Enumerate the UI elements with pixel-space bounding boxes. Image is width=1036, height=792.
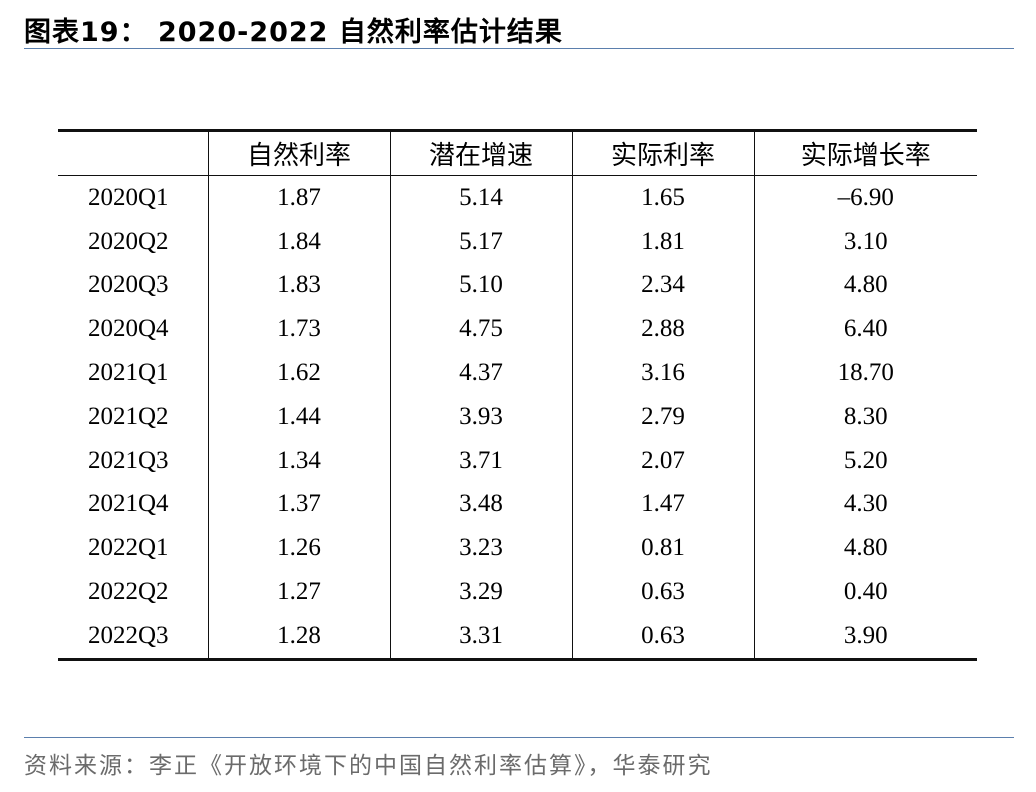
cell-real-rate: 2.07 — [571, 438, 754, 483]
cell-natural-rate: 1.84 — [207, 219, 390, 264]
cell-real-growth: 3.90 — [753, 613, 977, 660]
cell-period: 2020Q4 — [88, 315, 169, 343]
header-period — [58, 130, 208, 176]
cell-real-rate: 0.63 — [571, 613, 754, 660]
cell-real-rate: 2.34 — [571, 263, 754, 308]
cell-natural-rate: 1.26 — [207, 526, 390, 571]
table-header-row: 自然利率 潜在增速 实际利率 实际增长率 — [58, 130, 977, 176]
header-potential-growth: 潜在增速 — [389, 130, 572, 176]
cell-real-growth: 3.10 — [753, 219, 977, 264]
cell-real-growth: 18.70 — [753, 351, 977, 395]
cell-potential-growth: 3.31 — [389, 613, 572, 660]
cell-real-growth: 4.80 — [753, 526, 977, 571]
table-row: 2022Q2 1.27 3.29 0.63 0.40 — [58, 570, 977, 614]
figure-title: 图表19： 2020-2022 自然利率估计结果 — [24, 17, 563, 48]
table-row: 2022Q3 1.28 3.31 0.63 3.90 — [58, 613, 977, 660]
cell-natural-rate: 1.87 — [207, 175, 390, 220]
table-row: 2021Q2 1.44 3.93 2.79 8.30 — [58, 394, 977, 439]
table-row: 2021Q4 1.37 3.48 1.47 4.30 — [58, 482, 977, 527]
table-row: 2020Q4 1.73 4.75 2.88 6.40 — [58, 307, 977, 352]
table-row: 2020Q1 1.87 5.14 1.65 –6.90 — [58, 175, 977, 220]
cell-period: 2021Q2 — [88, 402, 169, 430]
cell-natural-rate: 1.28 — [207, 613, 390, 660]
source-divider — [24, 737, 1014, 738]
cell-period: 2022Q1 — [88, 534, 169, 562]
cell-natural-rate: 1.62 — [207, 351, 390, 395]
cell-potential-growth: 3.48 — [389, 482, 572, 527]
table-header: 自然利率 潜在增速 实际利率 实际增长率 — [58, 130, 977, 176]
cell-real-growth: –6.90 — [753, 175, 977, 220]
cell-real-growth: 0.40 — [753, 570, 977, 614]
cell-potential-growth: 3.71 — [389, 438, 572, 483]
table-row: 2020Q2 1.84 5.17 1.81 3.10 — [58, 219, 977, 264]
cell-period: 2022Q2 — [88, 578, 169, 606]
cell-real-growth: 6.40 — [753, 307, 977, 352]
cell-period: 2021Q3 — [88, 446, 169, 474]
cell-real-rate: 2.79 — [571, 394, 754, 439]
table-body: 2020Q1 1.87 5.14 1.65 –6.90 2020Q2 1.84 5.17 1.8… — [58, 175, 977, 660]
header-real-rate: 实际利率 — [571, 130, 754, 176]
header-real-growth: 实际增长率 — [753, 130, 977, 176]
cell-period: 2020Q2 — [88, 227, 169, 255]
cell-natural-rate: 1.44 — [207, 394, 390, 439]
natural-rate-table: 自然利率 潜在增速 实际利率 实际增长率 2020Q1 1.87 5.14 1.65–… — [58, 129, 977, 661]
cell-potential-growth: 4.37 — [389, 351, 572, 395]
cell-real-rate: 2.88 — [571, 307, 754, 352]
cell-real-rate: 0.63 — [571, 570, 754, 614]
cell-natural-rate: 1.83 — [207, 263, 390, 308]
title-divider — [24, 48, 1014, 49]
cell-real-growth: 4.30 — [753, 482, 977, 527]
cell-potential-growth: 3.93 — [389, 394, 572, 439]
cell-potential-growth: 3.29 — [389, 570, 572, 614]
cell-potential-growth: 5.10 — [389, 263, 572, 308]
cell-real-rate: 3.16 — [571, 351, 754, 395]
cell-real-rate: 1.81 — [571, 219, 754, 264]
cell-potential-growth: 3.23 — [389, 526, 572, 571]
source-note: 资料来源：李正《开放环境下的中国自然利率估算》，华泰研究 — [24, 753, 713, 779]
table-row: 2021Q1 1.62 4.37 3.16 18.70 — [58, 351, 977, 395]
cell-real-rate: 0.81 — [571, 526, 754, 571]
cell-period: 2021Q4 — [88, 490, 169, 518]
cell-period: 2020Q1 — [88, 183, 169, 211]
cell-real-growth: 5.20 — [753, 438, 977, 483]
table-row: 2022Q1 1.26 3.23 0.81 4.80 — [58, 526, 977, 571]
cell-period: 2022Q3 — [88, 621, 169, 649]
cell-real-growth: 8.30 — [753, 394, 977, 439]
cell-natural-rate: 1.34 — [207, 438, 390, 483]
cell-real-rate: 1.47 — [571, 482, 754, 527]
cell-period: 2021Q1 — [88, 359, 169, 387]
cell-potential-growth: 5.14 — [389, 175, 572, 220]
table-row: 2021Q3 1.34 3.71 2.07 5.20 — [58, 438, 977, 483]
table-row: 2020Q3 1.83 5.10 2.34 4.80 — [58, 263, 977, 308]
cell-potential-growth: 4.75 — [389, 307, 572, 352]
cell-natural-rate: 1.73 — [207, 307, 390, 352]
header-natural-rate: 自然利率 — [207, 130, 390, 176]
cell-natural-rate: 1.37 — [207, 482, 390, 527]
cell-potential-growth: 5.17 — [389, 219, 572, 264]
cell-real-growth: 4.80 — [753, 263, 977, 308]
cell-natural-rate: 1.27 — [207, 570, 390, 614]
cell-period: 2020Q3 — [88, 271, 169, 299]
cell-real-rate: 1.65 — [571, 175, 754, 220]
